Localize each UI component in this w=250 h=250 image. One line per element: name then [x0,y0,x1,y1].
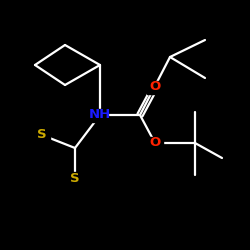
Bar [147,136,163,149]
Bar [92,108,108,122]
Text: NH: NH [89,108,111,122]
Bar [147,80,163,94]
Text: S: S [70,172,80,184]
Bar [67,172,83,184]
Text: O: O [150,136,160,149]
Text: O: O [150,80,160,94]
Bar [34,128,50,141]
Text: S: S [37,128,47,141]
